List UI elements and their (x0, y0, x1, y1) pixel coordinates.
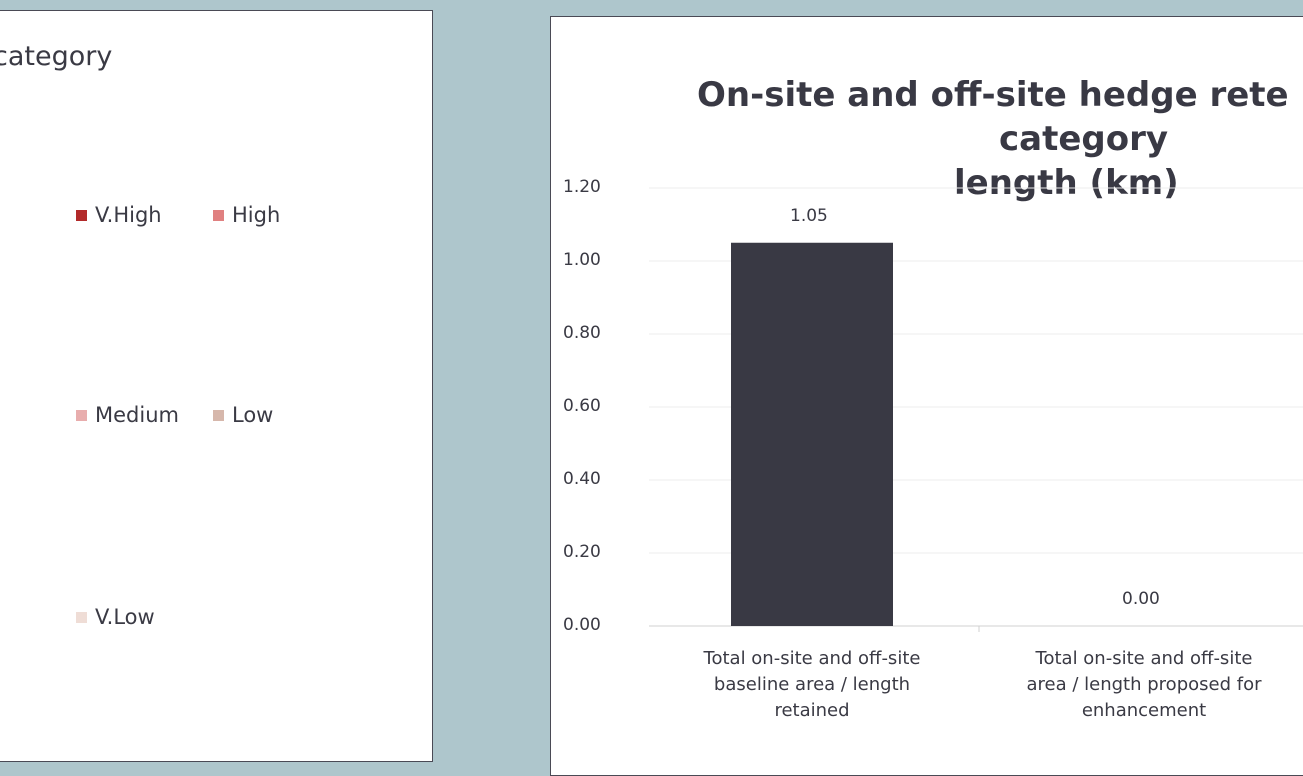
category-label-line: area / length proposed for (1026, 674, 1262, 695)
legend-swatch-v-low (76, 611, 87, 623)
legend-swatch-high (213, 209, 224, 221)
legend-label-medium: Medium (95, 403, 179, 427)
legend-label-low: Low (232, 403, 274, 427)
category-label-line: retained (774, 700, 850, 721)
bar-chart-plot (649, 187, 1303, 632)
y-tick-label: 0.60 (563, 396, 601, 416)
chart-title-line-3: length (km) (954, 163, 1179, 203)
bar-data-label: 0.00 (1122, 589, 1160, 609)
legend-label-v-high: V.High (95, 203, 162, 227)
legend-swatch-medium (76, 409, 87, 421)
legend-swatch-low (213, 409, 224, 421)
bar-data-label: 1.05 (790, 205, 828, 226)
category-label-line: Total on-site and off-site (703, 648, 921, 669)
category-label-line: Total on-site and off-site (1035, 648, 1253, 669)
bar (731, 242, 893, 626)
legend-item-v-low: V.Low (76, 605, 155, 629)
left-chart-title: category (0, 41, 113, 72)
y-tick-label: 0.40 (563, 469, 601, 489)
category-label-line: baseline area / length (713, 674, 911, 695)
legend-label-high: High (232, 203, 281, 227)
legend-label-v-low: V.Low (95, 605, 155, 629)
legend-swatch-v-high (76, 209, 87, 221)
y-tick-label: 1.00 (563, 250, 601, 270)
category-label: Total on-site and off-site area / length … (994, 646, 1294, 724)
chart-title-line-1: On-site and off-site hedge rete (697, 75, 1289, 115)
y-tick-label: 1.20 (563, 177, 601, 197)
bar-chart-panel: On-site and off-site hedge rete category… (550, 16, 1303, 776)
chart-title-line-2: category (999, 119, 1169, 159)
left-chart-panel: category V.High High Medium Low V.Low (0, 10, 433, 762)
category-label: Total on-site and off-site baseline area … (662, 646, 962, 724)
y-tick-label: 0.80 (563, 323, 601, 343)
legend-item-medium: Medium (76, 403, 179, 427)
category-label-line: enhancement (1081, 700, 1207, 721)
legend-item-low: Low (213, 403, 273, 427)
y-tick-label: 0.20 (563, 542, 601, 562)
legend-item-v-high: V.High (76, 203, 162, 227)
y-tick-label: 0.00 (563, 615, 601, 635)
legend-item-high: High (213, 203, 280, 227)
